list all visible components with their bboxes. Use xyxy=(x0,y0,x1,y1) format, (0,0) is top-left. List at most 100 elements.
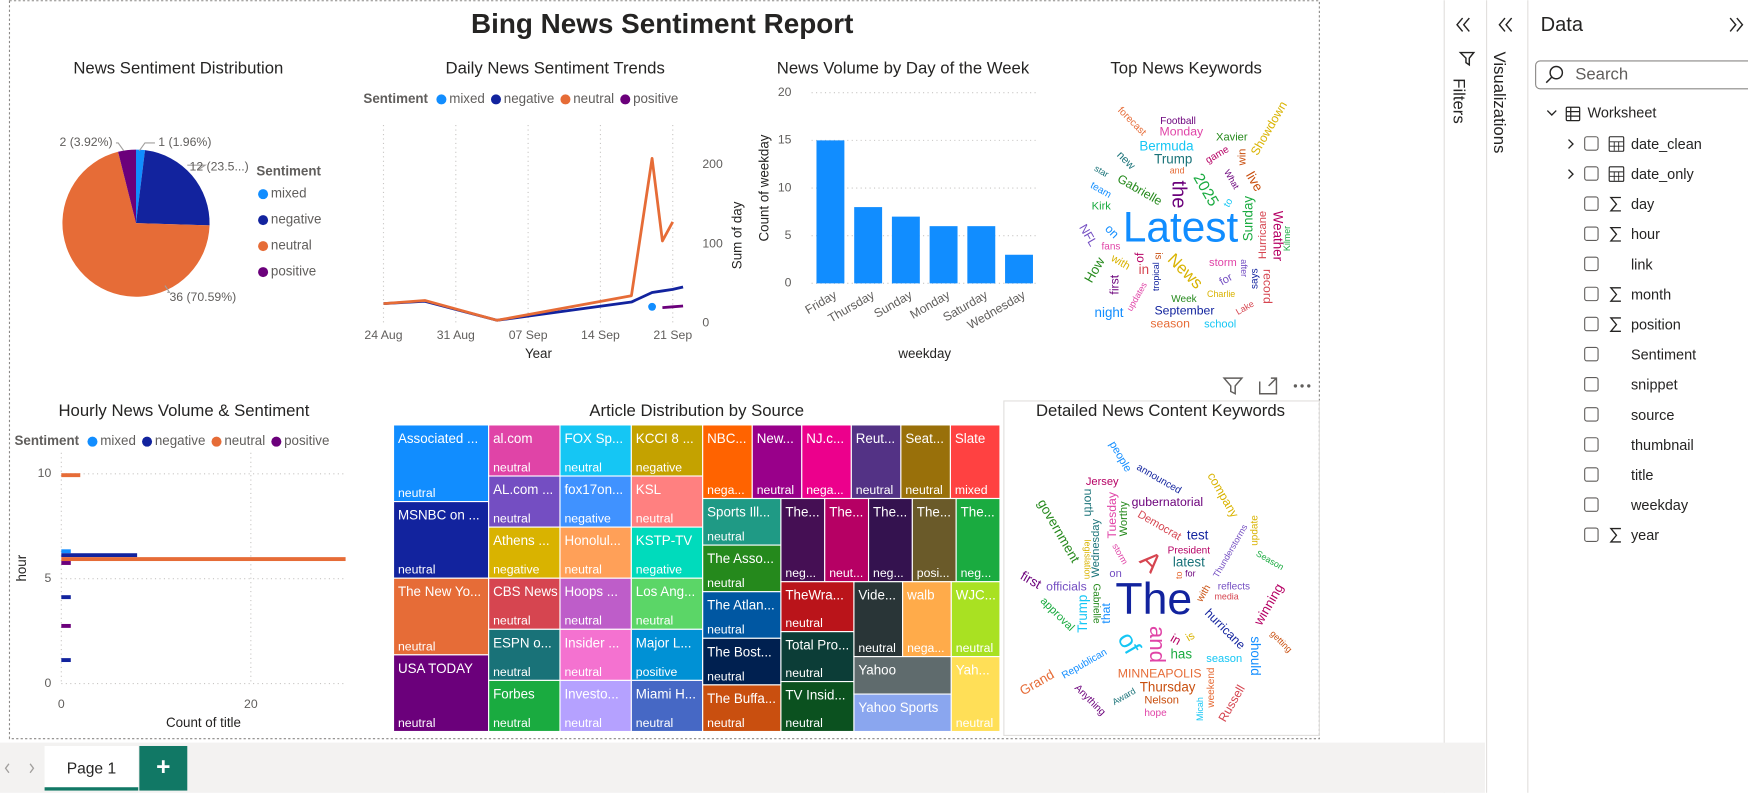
tab-scroll[interactable] xyxy=(4,763,35,774)
field-checkbox[interactable] xyxy=(1584,166,1599,181)
word: Weather xyxy=(1270,211,1285,262)
field-row[interactable]: weekday xyxy=(1584,497,1689,514)
more-options-icon[interactable] xyxy=(1293,384,1311,388)
tile-label: neutral xyxy=(493,665,530,679)
tile-label: neutral xyxy=(707,716,744,730)
word: tropical xyxy=(1151,262,1161,291)
word: Wednesday xyxy=(1090,519,1102,578)
search-box[interactable]: Search xyxy=(1535,60,1748,90)
expand-table[interactable] xyxy=(1546,110,1557,116)
chart-bar: News Volume by Day of the Week05101520Fr… xyxy=(756,59,1038,361)
word: Gabrielle xyxy=(1090,584,1101,625)
numeric-icon xyxy=(1609,196,1621,212)
tile-label: neutral xyxy=(493,614,530,628)
field-row[interactable]: snippet xyxy=(1584,376,1678,394)
field-checkbox[interactable] xyxy=(1584,527,1599,542)
field-checkbox[interactable] xyxy=(1584,497,1599,512)
word: Hurricane xyxy=(1257,211,1269,259)
collapse-filters[interactable] xyxy=(1456,17,1470,32)
tile-text: fox17on... negative xyxy=(564,482,623,526)
bar xyxy=(891,216,920,284)
tile-label: negative xyxy=(564,512,611,526)
field-checkbox[interactable] xyxy=(1584,437,1599,452)
legend-title: Sentiment xyxy=(256,163,321,178)
y2-tick-label: 200 xyxy=(702,157,723,171)
x-axis-label: weekday xyxy=(897,346,951,361)
word: Kilmer xyxy=(1282,226,1292,251)
collapse-visualizations[interactable] xyxy=(1498,17,1513,32)
tile-text: Slate mixed xyxy=(955,431,988,497)
field-checkbox[interactable] xyxy=(1584,136,1599,151)
field-checkbox[interactable] xyxy=(1584,256,1599,272)
tile-name: Slate xyxy=(955,431,985,446)
treemap-tile xyxy=(559,577,632,630)
word: in xyxy=(1139,262,1149,277)
tile-name: Honolul... xyxy=(564,533,620,548)
legend-title: Sentiment xyxy=(14,433,79,448)
legend-marker xyxy=(490,94,502,105)
search-field[interactable] xyxy=(1535,60,1748,90)
treemap-tile xyxy=(902,581,952,658)
field-row[interactable]: title xyxy=(1584,467,1654,484)
table-name[interactable]: Worksheet xyxy=(1587,106,1656,122)
field-checkbox[interactable] xyxy=(1584,316,1599,332)
treemap-tile xyxy=(392,654,490,733)
tile-name: al.com xyxy=(493,431,532,446)
field-name: Sentiment xyxy=(1631,348,1696,364)
legend-label: negative xyxy=(271,212,322,227)
field-checkbox[interactable] xyxy=(1584,346,1599,362)
field-row[interactable]: source xyxy=(1584,407,1675,424)
word: after xyxy=(1239,259,1249,277)
data-label: 2 (3.92%) xyxy=(59,135,112,149)
legend-marker xyxy=(436,94,447,105)
visualizations-pane-label[interactable]: Visualizations xyxy=(1490,51,1509,153)
field-row[interactable]: year xyxy=(1584,527,1660,544)
field-checkbox[interactable] xyxy=(1584,196,1599,211)
legend-marker xyxy=(560,94,571,105)
tile-text: FOX Sp... neutral xyxy=(564,431,623,475)
field-row[interactable]: date_only xyxy=(1568,166,1695,183)
expand-field[interactable] xyxy=(1568,139,1574,149)
field-checkbox[interactable] xyxy=(1584,226,1599,241)
tile-name: The... xyxy=(829,505,863,520)
tile-text: Vide... neutral xyxy=(858,588,896,655)
page-tab-label[interactable]: Page 1 xyxy=(67,761,116,778)
line-point xyxy=(648,302,656,311)
treemap-tile xyxy=(630,679,704,733)
field-row[interactable]: day xyxy=(1584,196,1655,213)
field-checkbox[interactable] xyxy=(1584,467,1599,482)
field-row[interactable]: thumbnail xyxy=(1584,437,1694,454)
page-tab[interactable] xyxy=(44,745,139,791)
word: for xyxy=(1185,568,1195,578)
tile-label: nega... xyxy=(707,483,744,497)
tile-name: The Buffa... xyxy=(707,691,776,706)
field-row[interactable]: link xyxy=(1584,256,1654,273)
collapse-data[interactable] xyxy=(1729,17,1744,32)
legend-marker xyxy=(87,436,98,447)
tile-label: nega... xyxy=(907,641,944,655)
field-checkbox[interactable] xyxy=(1584,286,1599,302)
field-row[interactable]: position xyxy=(1584,316,1681,334)
field-row[interactable]: hour xyxy=(1584,226,1660,243)
line-series xyxy=(662,304,684,309)
field-name: link xyxy=(1631,257,1653,273)
add-page-button[interactable] xyxy=(139,745,188,791)
expand-field[interactable] xyxy=(1568,169,1574,180)
tile-text: ESPN o... neutral xyxy=(493,635,552,679)
field-row[interactable]: month xyxy=(1584,286,1672,303)
filter-icon[interactable] xyxy=(1222,377,1244,395)
field-checkbox[interactable] xyxy=(1584,376,1599,392)
focus-mode-icon[interactable] xyxy=(1258,377,1278,395)
filters-pane-label[interactable]: Filters xyxy=(1450,78,1469,124)
word: officials xyxy=(1046,579,1087,593)
add-page-label[interactable]: + xyxy=(156,754,170,781)
field-name: position xyxy=(1631,318,1681,334)
treemap-tile xyxy=(630,475,704,528)
word: is xyxy=(1152,252,1163,259)
field-row[interactable]: Sentiment xyxy=(1584,346,1696,364)
field-row[interactable]: date_clean xyxy=(1568,136,1702,153)
word: update xyxy=(1250,515,1261,546)
field-checkbox[interactable] xyxy=(1584,407,1599,422)
tile-name: Miami H... xyxy=(636,686,696,701)
treemap-tile xyxy=(702,497,782,546)
